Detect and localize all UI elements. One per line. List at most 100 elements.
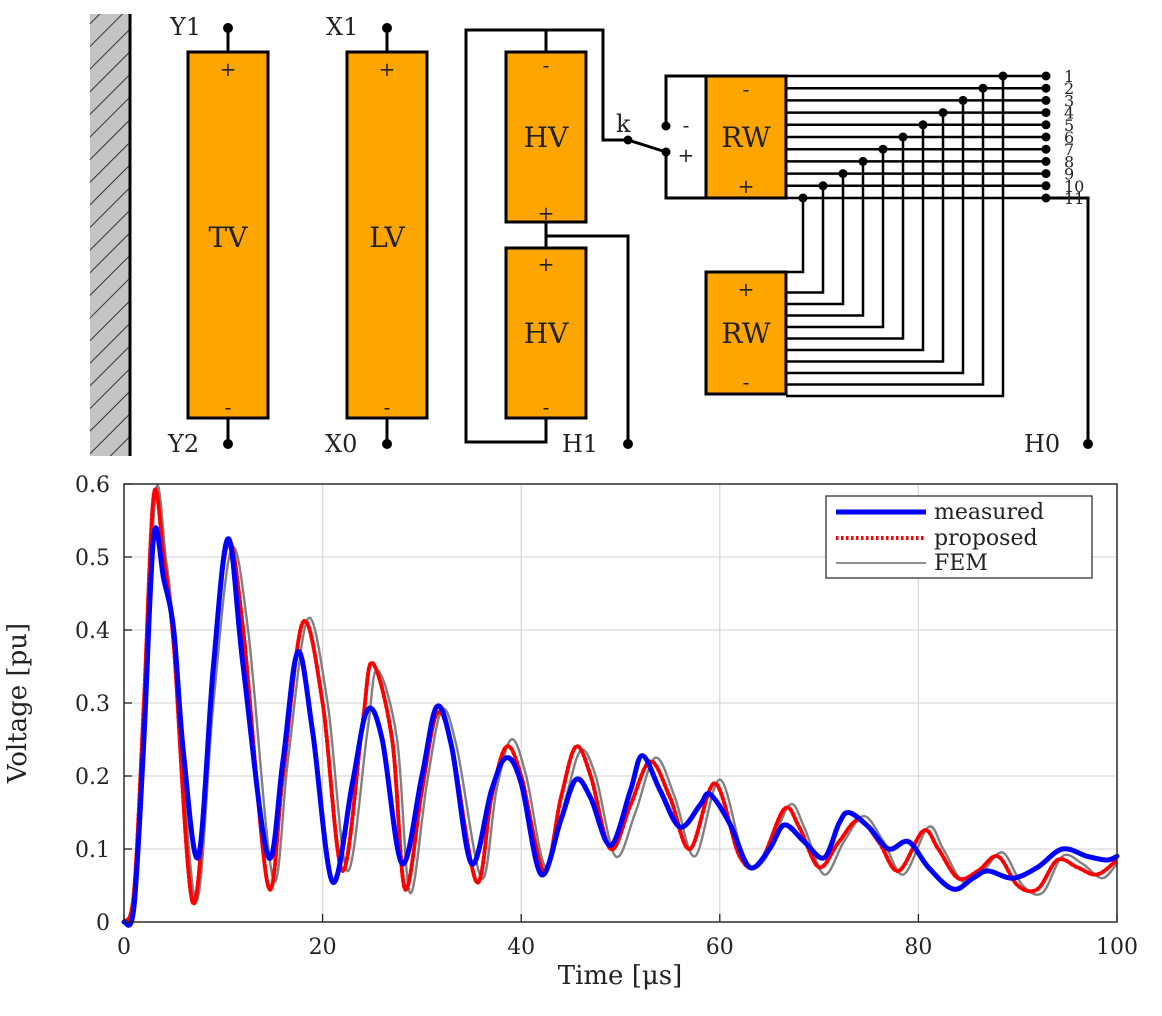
tap-terminal-dot — [1041, 156, 1051, 166]
x-tick-label: 20 — [309, 935, 337, 960]
tap-wire-down-5 — [786, 124, 925, 352]
x-axis-label: Time [μs] — [558, 961, 683, 991]
tap-terminal-dot — [1041, 95, 1051, 105]
terminal-y2-dot — [223, 439, 233, 449]
hv-bottom-plus: + — [538, 252, 555, 276]
tap-label: 2 — [1064, 79, 1074, 98]
x-tick-label: 40 — [507, 935, 535, 960]
series-line-measured — [121, 525, 1120, 928]
tap-wire-down-2 — [786, 88, 985, 386]
tap-junction-dot — [818, 181, 828, 191]
tap-label: 9 — [1064, 165, 1074, 184]
hv-top-label: HV — [524, 121, 569, 154]
series-lines — [121, 484, 1120, 928]
x-tick-label: 60 — [706, 935, 734, 960]
y-tick-label: 0.2 — [75, 765, 110, 790]
x-tick-label: 80 — [904, 935, 932, 960]
voltage-chart: 0 20 40 60 80 100 0 0.1 0.2 0.3 0.4 0.5 0.6 Time [μs… — [3, 473, 1138, 991]
terminal-y1-label: Y1 — [169, 13, 201, 41]
tap-dots — [798, 71, 1051, 203]
tap-terminal-dot — [1041, 120, 1051, 130]
hv-winding-bottom — [504, 246, 588, 420]
wiring — [226, 28, 1090, 444]
tv-winding — [186, 50, 270, 420]
tap-label: 10 — [1064, 177, 1084, 196]
y-tick-label: 0 — [96, 911, 110, 936]
rw-bottom-label: RW — [721, 317, 770, 350]
tv-label: TV — [209, 221, 249, 254]
rw-top-label: RW — [721, 121, 770, 154]
switch-contact-minus-dot — [661, 121, 671, 131]
tv-plus: + — [220, 57, 237, 81]
tap-junction-dot — [838, 169, 848, 179]
legend-label-measured: measured — [934, 500, 1044, 525]
tap-terminal-dot — [1041, 144, 1051, 154]
terminal-x1-dot — [382, 23, 392, 33]
core-wall — [90, 14, 130, 456]
tap-wires — [786, 74, 1046, 398]
x-tick-label: 0 — [117, 935, 131, 960]
lv-label: LV — [369, 221, 405, 254]
tap-junction-dot — [878, 144, 888, 154]
terminal-h1-label: H1 — [562, 430, 598, 458]
tap-label: 11 — [1064, 189, 1084, 208]
hv-bottom-minus: - — [543, 395, 550, 419]
lv-winding — [345, 50, 429, 420]
tap-junction-dot — [938, 108, 948, 118]
y-axis-label: Voltage [pu] — [3, 623, 33, 784]
tap-junction-dot — [958, 95, 968, 105]
legend-label-proposed: proposed — [934, 526, 1038, 551]
tap-junction-dot — [918, 120, 928, 130]
y-tick-label: 0.6 — [75, 473, 110, 498]
tap-terminal-dot — [1041, 83, 1051, 93]
tap-wire-down-6 — [786, 137, 905, 340]
rw-top-plus: + — [738, 174, 755, 198]
hv-top-minus: - — [543, 53, 550, 77]
tap-wire-down-9 — [786, 173, 845, 306]
terminal-h0-dot — [1083, 439, 1093, 449]
tap-junction-dot — [978, 83, 988, 93]
tap-wire-down-10 — [786, 185, 825, 294]
x-tick-label: 100 — [1096, 935, 1138, 960]
tap-wire-down-11 — [786, 198, 805, 274]
tap-wire-down-7 — [786, 149, 885, 329]
tap-label: 8 — [1064, 152, 1074, 171]
axis-ticks: 0 20 40 60 80 100 0 0.1 0.2 0.3 0.4 0.5 0.6 — [75, 473, 1138, 960]
tap-label: 4 — [1064, 104, 1074, 123]
tap-junction-dot — [898, 132, 908, 142]
tap-label: 6 — [1064, 128, 1074, 147]
terminal-h0-label: H0 — [1024, 430, 1060, 458]
legend: measured proposed FEM — [825, 495, 1093, 579]
tap-junction-dot — [858, 156, 868, 166]
hv-winding-top — [504, 50, 588, 224]
tap-label: 3 — [1064, 91, 1074, 110]
y-tick-label: 0.1 — [75, 838, 110, 863]
y-tick-label: 0.5 — [75, 546, 110, 571]
tap-terminal-dot — [1041, 132, 1051, 142]
rw-bottom-plus: + — [738, 277, 755, 301]
terminal-x1-label: X1 — [326, 13, 358, 41]
tap-wire-down-3 — [786, 100, 965, 375]
tap-wire-down-1 — [786, 76, 1005, 398]
tap-label: 5 — [1064, 116, 1074, 135]
tap-label: 1 — [1064, 67, 1074, 86]
tap-wire-down-4 — [786, 112, 945, 363]
tv-minus: - — [225, 395, 232, 419]
switch-plus: + — [678, 143, 695, 167]
tap-label: 7 — [1064, 140, 1074, 159]
terminal-y2-label: Y2 — [167, 430, 199, 458]
switch-pivot-dot — [623, 135, 633, 145]
lv-minus: - — [384, 395, 391, 419]
y-tick-label: 0.3 — [75, 692, 110, 717]
rw-winding-top — [704, 74, 788, 200]
rw-bottom-minus: - — [743, 370, 750, 394]
tap-terminal-dot — [1041, 71, 1051, 81]
terminal-y1-dot — [223, 23, 233, 33]
tap-terminal-dot — [1041, 181, 1051, 191]
switch-minus: - — [683, 113, 690, 137]
hv-top-plus: + — [538, 201, 555, 225]
legend-label-fem: FEM — [934, 551, 988, 576]
lv-plus: + — [379, 57, 396, 81]
switch-contact-plus-dot — [661, 147, 671, 157]
